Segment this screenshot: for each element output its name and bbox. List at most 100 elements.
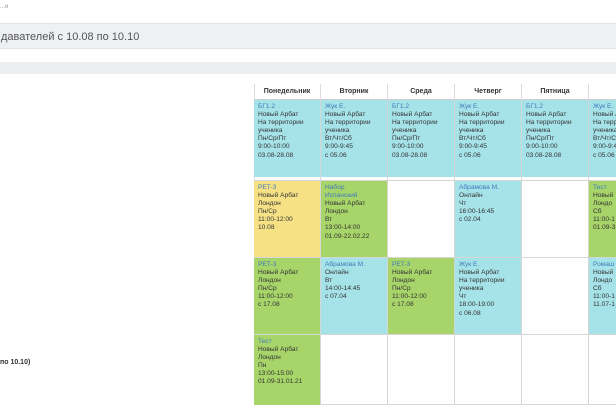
lesson-title-link[interactable]: PET-3 [258,261,277,268]
lesson-card[interactable]: Абрамова М. Онлайн Чт 16:00-16:45 с 02.04 [455,181,521,257]
schedule-grid: ПонедельникВторникСредаЧетвергПятницаСуБ… [254,84,616,405]
lesson-card[interactable]: PET-3 Новый Арбат Лондон Пн/Ср 11:00-12:00 с … [254,258,320,334]
lesson-detail: Лондон [325,208,348,216]
lesson-detail: Пн/Ср [258,285,277,293]
lesson-detail: ученика [459,127,484,135]
lesson-title-link[interactable]: Ромаш [593,261,615,268]
lesson-detail: Новый Арбат [258,192,299,200]
lesson-detail: Новый Арбат [526,111,567,119]
lesson-title-link[interactable]: Жук Е. [325,103,346,110]
lesson-title-link[interactable]: БГ1.2 [258,103,276,110]
schedule-cell[interactable]: БГ1.2 Новый Арбат На территории ученика Пн/С… [522,100,589,181]
lesson-detail: Вт/Чт/Сб [593,135,616,143]
lesson-card[interactable]: Ромаш Новый Лондо Сб 11:00-1 11.07-1 [589,258,616,334]
lesson-detail: ученика [526,127,551,135]
lesson-detail: На территории [593,119,616,127]
lesson-detail: На территории [459,119,505,127]
schedule-cell[interactable]: Тест Новый Арбат Лондон Пн 13:00-15:00 01.09-… [254,335,321,405]
lesson-detail: с 02.04 [459,216,481,224]
schedule-cell[interactable]: Ромаш Новый Лондо Сб 11:00-1 11.07-1 [589,258,616,335]
lesson-detail: 9:00-10:00 [258,143,290,151]
schedule-cell[interactable]: PET-3 Новый Арбат Лондон Пн/Ср 11:00-12:00 с … [254,258,321,335]
lesson-detail: Пн/Ср [392,285,411,293]
schedule-cell[interactable]: БГ1.2 Новый Арбат На территории ученика Пн/С… [388,100,455,181]
lesson-card[interactable]: PET-3 Новый Арбат Лондон Пн/Ср 11:00-12:00 10… [254,181,320,257]
schedule-cell[interactable]: Жук Е. Новый Арбат На территории ученика Чт 1… [455,258,522,335]
lesson-title-link[interactable]: Тест [258,338,272,345]
lesson-detail: На территории [392,119,438,127]
lesson-detail: Лондон [392,277,415,285]
lesson-detail: Лондо [593,200,613,208]
lesson-detail: с 17.08 [392,301,414,309]
lesson-title-link[interactable]: Набор [325,184,345,191]
lesson-card[interactable]: Жук Е. Новый Арбат На территории ученика Чт 1… [455,258,521,334]
lesson-title-link[interactable]: Жук Е. [593,103,614,110]
lesson-detail: с 17.08 [258,301,280,309]
lesson-detail: Новый [593,269,614,277]
schedule-cell[interactable]: PET-3 Новый Арбат Лондон Пн/Ср 11:00-12:00 с … [388,258,455,335]
lesson-card[interactable]: Абрамова М. Онлайн Вт 14:00-14:45 с 07.04 [321,258,387,334]
lesson-title-link[interactable]: Жук Е. [459,103,480,110]
lesson-card[interactable]: Тест Новый Лондо Сб 11:00-1 01.09-3 [589,181,616,257]
lesson-detail: Лондон [258,277,281,285]
lesson-title-link[interactable]: Абрамова М. [325,261,365,268]
lesson-detail: 9:00-9:45 [325,143,353,151]
schedule-cell[interactable] [388,335,455,405]
lesson-subtitle-link[interactable]: Испанский [325,192,358,200]
lesson-card[interactable]: PET-3 Новый Арбат Лондон Пн/Ср 11:00-12:00 с … [388,258,454,334]
schedule-cell[interactable]: PET-3 Новый Арбат Лондон Пн/Ср 11:00-12:00 10… [254,181,321,258]
lesson-detail: 9:00-9:45 [459,143,487,151]
lesson-detail: Сб [593,285,602,293]
schedule-cell[interactable] [321,335,388,405]
schedule-cell[interactable]: Набор Испанский Новый Арбат Лондон Вт 13:00-1… [321,181,388,258]
schedule-cell[interactable] [455,335,522,405]
schedule-cell[interactable]: Тест Новый Лондо Сб 11:00-1 01.09-3 [589,181,616,258]
day-header-sun: Су [589,84,616,100]
lesson-detail: Онлайн [325,269,349,277]
lesson-detail: Новый Арбат [258,346,299,354]
schedule-cell[interactable] [388,181,455,258]
lesson-card[interactable]: Тест Новый Арбат Лондон Пн 13:00-15:00 01.09-… [254,335,320,405]
schedule-cell[interactable] [589,335,616,405]
left-column [0,84,255,405]
lesson-detail: Новый Арбат [258,111,299,119]
lesson-detail: 9:00-10:00 [392,143,424,151]
day-header-wed: Среда [388,84,455,100]
schedule-cell[interactable]: Абрамова М. Онлайн Вт 14:00-14:45 с 07.04 [321,258,388,335]
schedule-cell[interactable]: БГ1.2 Новый Арбат На территории ученика Пн/С… [254,100,321,181]
schedule-cell[interactable] [522,181,589,258]
schedule-cell[interactable] [522,335,589,405]
lesson-title-link[interactable]: БГ1.2 [526,103,544,110]
lesson-detail: Сб [593,208,602,216]
lesson-card[interactable]: Набор Испанский Новый Арбат Лондон Вт 13:00-1… [321,181,387,257]
lesson-detail: На территории [258,119,304,127]
page-title-bar: давателей с 10.08 по 10.10 [0,23,616,49]
lesson-detail: 11:00-1 [593,216,615,224]
lesson-card[interactable]: БГ1.2 Новый Арбат На территории ученика Пн/С… [388,100,454,177]
lesson-detail: Онлайн [459,192,483,200]
lesson-title-link[interactable]: Жук Е. [459,261,480,268]
lesson-detail: ученика [392,127,417,135]
schedule-cell[interactable] [522,258,589,335]
schedule-cell[interactable]: Абрамова М. Онлайн Чт 16:00-16:45 с 02.04 [455,181,522,258]
lesson-card[interactable]: БГ1.2 Новый Арбат На территории ученика Пн/С… [522,100,588,177]
lesson-detail: с 05.06 [325,151,347,159]
lesson-title-link[interactable]: Тест [593,184,607,191]
lesson-title-link[interactable]: Абрамова М. [459,184,499,191]
lesson-title-link[interactable]: БГ1.2 [392,103,410,110]
lesson-title-link[interactable]: PET-3 [392,261,411,268]
lesson-card[interactable]: БГ1.2 Новый Арбат На территории ученика Пн/С… [254,100,320,177]
lesson-detail: Новый Арбат [459,111,500,119]
breadcrumb[interactable]: ...и [0,4,9,10]
lesson-detail: 18:00-19:00 [459,301,495,309]
lesson-detail: 13:00-14:00 [325,224,361,232]
lesson-detail: На территории [325,119,371,127]
lesson-detail: Новый Арбат [392,111,433,119]
lesson-title-link[interactable]: PET-3 [258,184,277,191]
